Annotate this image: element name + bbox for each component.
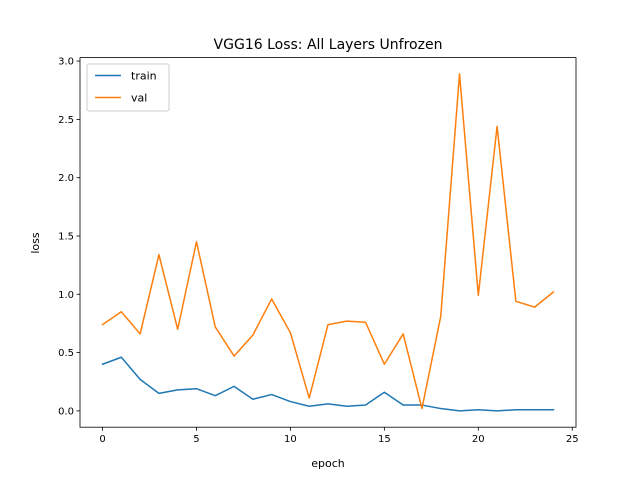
- x-tick-label: 5: [193, 434, 199, 445]
- legend-box: [86, 63, 170, 112]
- legend: train val: [86, 63, 170, 112]
- y-tick-label: 0.0: [58, 406, 74, 417]
- y-tick-label: 3.0: [58, 57, 74, 68]
- legend-label-val: val: [131, 92, 147, 105]
- x-tick-label: 25: [566, 434, 579, 445]
- series-line-val: [101, 73, 555, 410]
- y-tick-label: 1.0: [58, 290, 74, 301]
- series-line-train: [101, 356, 555, 412]
- y-tick-label: 0.5: [58, 348, 74, 359]
- x-tick-label: 15: [378, 434, 391, 445]
- x-tick-label: 10: [284, 434, 297, 445]
- chart-title: VGG16 Loss: All Layers Unfrozen: [214, 37, 443, 53]
- x-tick-label: 0: [99, 434, 105, 445]
- plot-area: [101, 73, 555, 412]
- y-tick-label: 2.0: [58, 173, 74, 184]
- x-axis-ticks: 0 5 10 15 20 25: [99, 427, 579, 445]
- x-tick-label: 20: [472, 434, 485, 445]
- y-axis-label: loss: [29, 232, 42, 254]
- plot-frame: [79, 57, 577, 428]
- y-tick-label: 2.5: [58, 115, 74, 126]
- y-tick-label: 1.5: [58, 231, 74, 242]
- x-axis-label: epoch: [311, 457, 345, 470]
- y-axis-ticks: 0.0 0.5 1.0 1.5 2.0 2.5 3.0: [58, 57, 80, 417]
- legend-label-train: train: [131, 70, 157, 83]
